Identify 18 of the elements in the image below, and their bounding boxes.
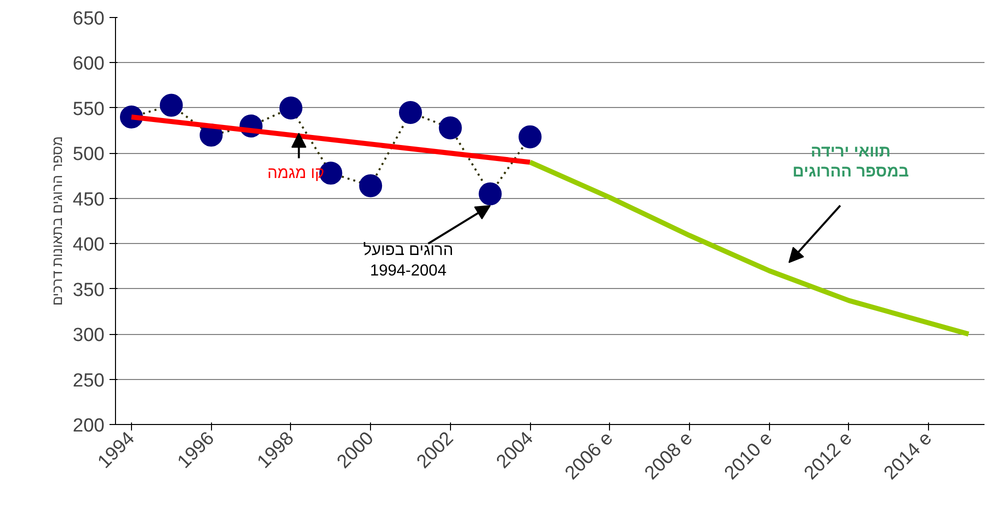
y-tick-label: 650: [72, 8, 104, 30]
y-tick-label: 300: [72, 325, 104, 346]
y-tick-label: 400: [72, 234, 104, 256]
point: [478, 182, 502, 206]
y-tick-label: 350: [72, 280, 104, 301]
y-tick-label: 500: [72, 144, 104, 166]
y-tick-label: 600: [72, 54, 104, 75]
point: [160, 94, 183, 117]
y-tick-label: 200: [72, 416, 104, 436]
point: [438, 116, 462, 140]
y-tick-label: 550: [72, 98, 104, 120]
point: [279, 96, 302, 120]
point: [359, 174, 382, 198]
y-tick-label: 250: [72, 370, 104, 392]
point: [398, 100, 422, 124]
y-tick-label: 450: [72, 189, 104, 210]
y-axis-title: מספר הרוגים בתאונות דרכים: [48, 136, 65, 306]
point: [518, 125, 542, 148]
